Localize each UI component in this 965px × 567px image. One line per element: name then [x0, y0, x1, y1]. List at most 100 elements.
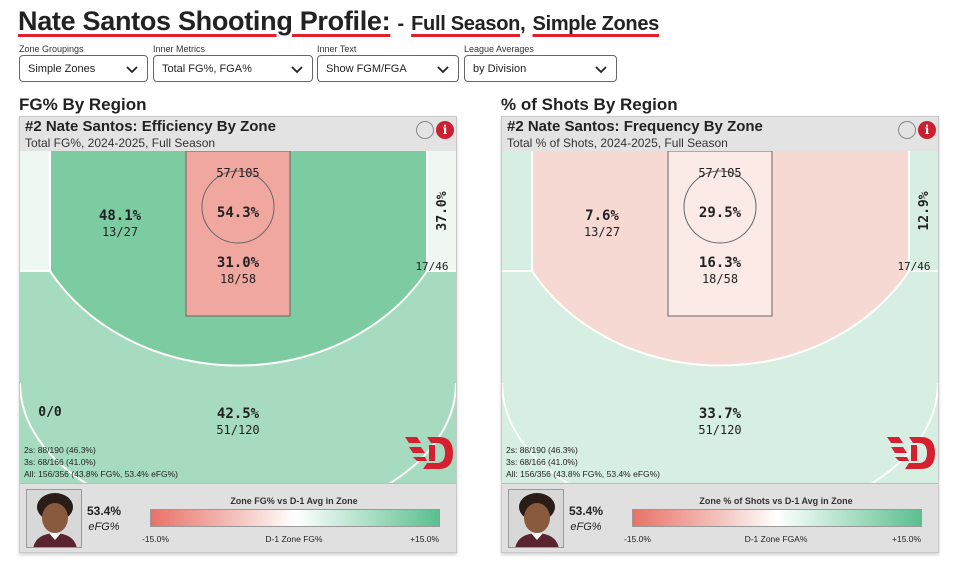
info-icon[interactable]: i: [918, 121, 936, 139]
shots-by-region-title: % of Shots By Region: [501, 95, 678, 114]
efg-label: eFG%: [88, 521, 120, 533]
zone-corner-three-left: [20, 151, 50, 271]
fg-by-region-title: FG% By Region: [19, 95, 147, 114]
above-break-three-percent: 42.5%: [217, 406, 260, 422]
zone-groupings-select[interactable]: Simple Zones: [19, 55, 148, 82]
chevron-down-icon: [595, 65, 607, 73]
card-header: #2 Nate Santos: Efficiency By Zone Total…: [20, 117, 456, 151]
legend-title: Zone FG% vs D-1 Avg in Zone: [230, 496, 358, 506]
midrange-percent: 48.1%: [99, 208, 142, 224]
zone-corner-three-left: [502, 151, 532, 271]
league-averages-control: League Averages by Division: [464, 44, 617, 82]
midrange-fraction: 13/27: [102, 225, 138, 239]
stat-all: All: 156/356 (43.8% FG%, 53.4% eFG%): [506, 469, 661, 479]
inner-text-select[interactable]: Show FGM/FGA: [317, 55, 459, 82]
corner-three-right-percent: 37.0%: [435, 191, 450, 230]
title-comma: ,: [520, 13, 526, 35]
card-subtitle: Total FG%, 2024-2025, Full Season: [25, 136, 216, 150]
zone-groupings-value: Simple Zones: [28, 62, 96, 75]
stat-threes: 3s: 68/166 (41.0%): [24, 457, 96, 467]
legend-max: +15.0%: [892, 534, 922, 544]
inner-text-control: Inner Text Show FGM/FGA: [317, 44, 459, 82]
frequency-card: #2 Nate Santos: Frequency By Zone Total …: [501, 116, 939, 553]
chevron-down-icon: [291, 65, 303, 73]
above-break-three-fraction: 51/120: [216, 423, 259, 437]
paint-percent: 16.3%: [699, 255, 742, 271]
title-player: Nate Santos Shooting Profile:: [18, 6, 391, 36]
paint-fraction: 18/58: [702, 272, 738, 286]
legend-min: -15.0%: [624, 534, 651, 544]
stat-twos: 2s: 88/190 (46.3%): [506, 445, 578, 455]
legend-mid: D-1 Zone FGA%: [744, 534, 808, 544]
corner-three-left-value: 0/0: [38, 405, 62, 420]
legend-gradient: [632, 509, 922, 527]
stat-twos: 2s: 88/190 (46.3%): [24, 445, 96, 455]
efg-value: 53.4%: [568, 504, 604, 518]
stat-threes: 3s: 68/166 (41.0%): [506, 457, 578, 467]
rim-fraction: 57/105: [216, 166, 259, 180]
inner-metrics-select[interactable]: Total FG%, FGA%: [153, 55, 313, 82]
zone-groupings-label: Zone Groupings: [19, 44, 84, 54]
rim-fraction: 57/105: [698, 166, 741, 180]
inner-metrics-label: Inner Metrics: [153, 44, 206, 54]
card-title: #2 Nate Santos: Frequency By Zone: [507, 118, 763, 135]
league-averages-label: League Averages: [464, 44, 534, 54]
efg-label: eFG%: [570, 521, 602, 533]
corner-three-right-fraction: 17/46: [897, 260, 930, 273]
court-outlines: [185, 151, 291, 317]
title-dash: -: [397, 13, 405, 35]
card-header: #2 Nate Santos: Frequency By Zone Total …: [502, 117, 938, 151]
dayton-flyers-logo: [405, 437, 453, 469]
corner-three-right-percent: 12.9%: [917, 191, 932, 230]
inner-metrics-value: Total FG%, FGA%: [162, 62, 252, 75]
toggle-circle-icon[interactable]: [898, 121, 916, 139]
legend-gradient: [150, 509, 440, 527]
corner-three-right-fraction: 17/46: [415, 260, 448, 273]
inner-text-value: Show FGM/FGA: [326, 62, 407, 75]
legend-mid: D-1 Zone FG%: [265, 534, 323, 544]
page-title: Nate Santos Shooting Profile: - Full Sea…: [18, 6, 659, 37]
zone-groupings-control: Zone Groupings Simple Zones: [19, 44, 148, 82]
chevron-down-icon: [437, 65, 449, 73]
zone-corner-three-right: [427, 151, 456, 271]
efficiency-card: #2 Nate Santos: Efficiency By Zone Total…: [19, 116, 457, 553]
court-chart: 57/105 29.5% 16.3% 18/58 7.6% 13/27 12.9…: [502, 151, 938, 483]
zone-rim: [684, 171, 756, 243]
season-stats: 2s: 88/190 (46.3%) 3s: 68/166 (41.0%) Al…: [506, 444, 660, 480]
efg-value: 53.4%: [86, 504, 122, 518]
rim-percent: 54.3%: [217, 205, 260, 221]
player-headshot: [508, 489, 564, 548]
above-break-three-fraction: 51/120: [698, 423, 741, 437]
legend-max: +15.0%: [410, 534, 440, 544]
zone-corner-three-right: [909, 151, 938, 271]
zone-rim: [202, 171, 274, 243]
rim-percent: 29.5%: [699, 205, 742, 221]
midrange-fraction: 13/27: [584, 225, 620, 239]
paint-percent: 31.0%: [217, 255, 260, 271]
inner-text-label: Inner Text: [317, 44, 357, 54]
chevron-down-icon: [126, 65, 138, 73]
midrange-percent: 7.6%: [585, 208, 619, 224]
league-averages-select[interactable]: by Division: [464, 55, 617, 82]
dayton-flyers-logo: [887, 437, 935, 469]
card-footer: 53.4% eFG% Zone FG% vs D-1 Avg in Zone -…: [20, 483, 456, 552]
legend-title: Zone % of Shots vs D-1 Avg in Zone: [699, 496, 853, 506]
toggle-circle-icon[interactable]: [416, 121, 434, 139]
court-outlines: [667, 151, 773, 317]
legend-min: -15.0%: [142, 534, 169, 544]
above-break-three-percent: 33.7%: [699, 406, 742, 422]
inner-metrics-control: Inner Metrics Total FG%, FGA%: [153, 44, 313, 82]
info-icon[interactable]: i: [436, 121, 454, 139]
player-headshot: [26, 489, 82, 548]
card-subtitle: Total % of Shots, 2024-2025, Full Season: [507, 136, 728, 150]
court-chart: 57/105 54.3% 31.0% 18/58 48.1% 13/27 37.…: [20, 151, 456, 483]
title-season: Full Season: [411, 13, 521, 35]
stat-all: All: 156/356 (43.8% FG%, 53.4% eFG%): [24, 469, 179, 479]
card-footer: 53.4% eFG% Zone % of Shots vs D-1 Avg in…: [502, 483, 938, 552]
title-zones: Simple Zones: [532, 13, 660, 35]
league-averages-value: by Division: [473, 62, 527, 75]
paint-fraction: 18/58: [220, 272, 256, 286]
season-stats: 2s: 88/190 (46.3%) 3s: 68/166 (41.0%) Al…: [24, 444, 178, 480]
card-title: #2 Nate Santos: Efficiency By Zone: [25, 118, 276, 135]
